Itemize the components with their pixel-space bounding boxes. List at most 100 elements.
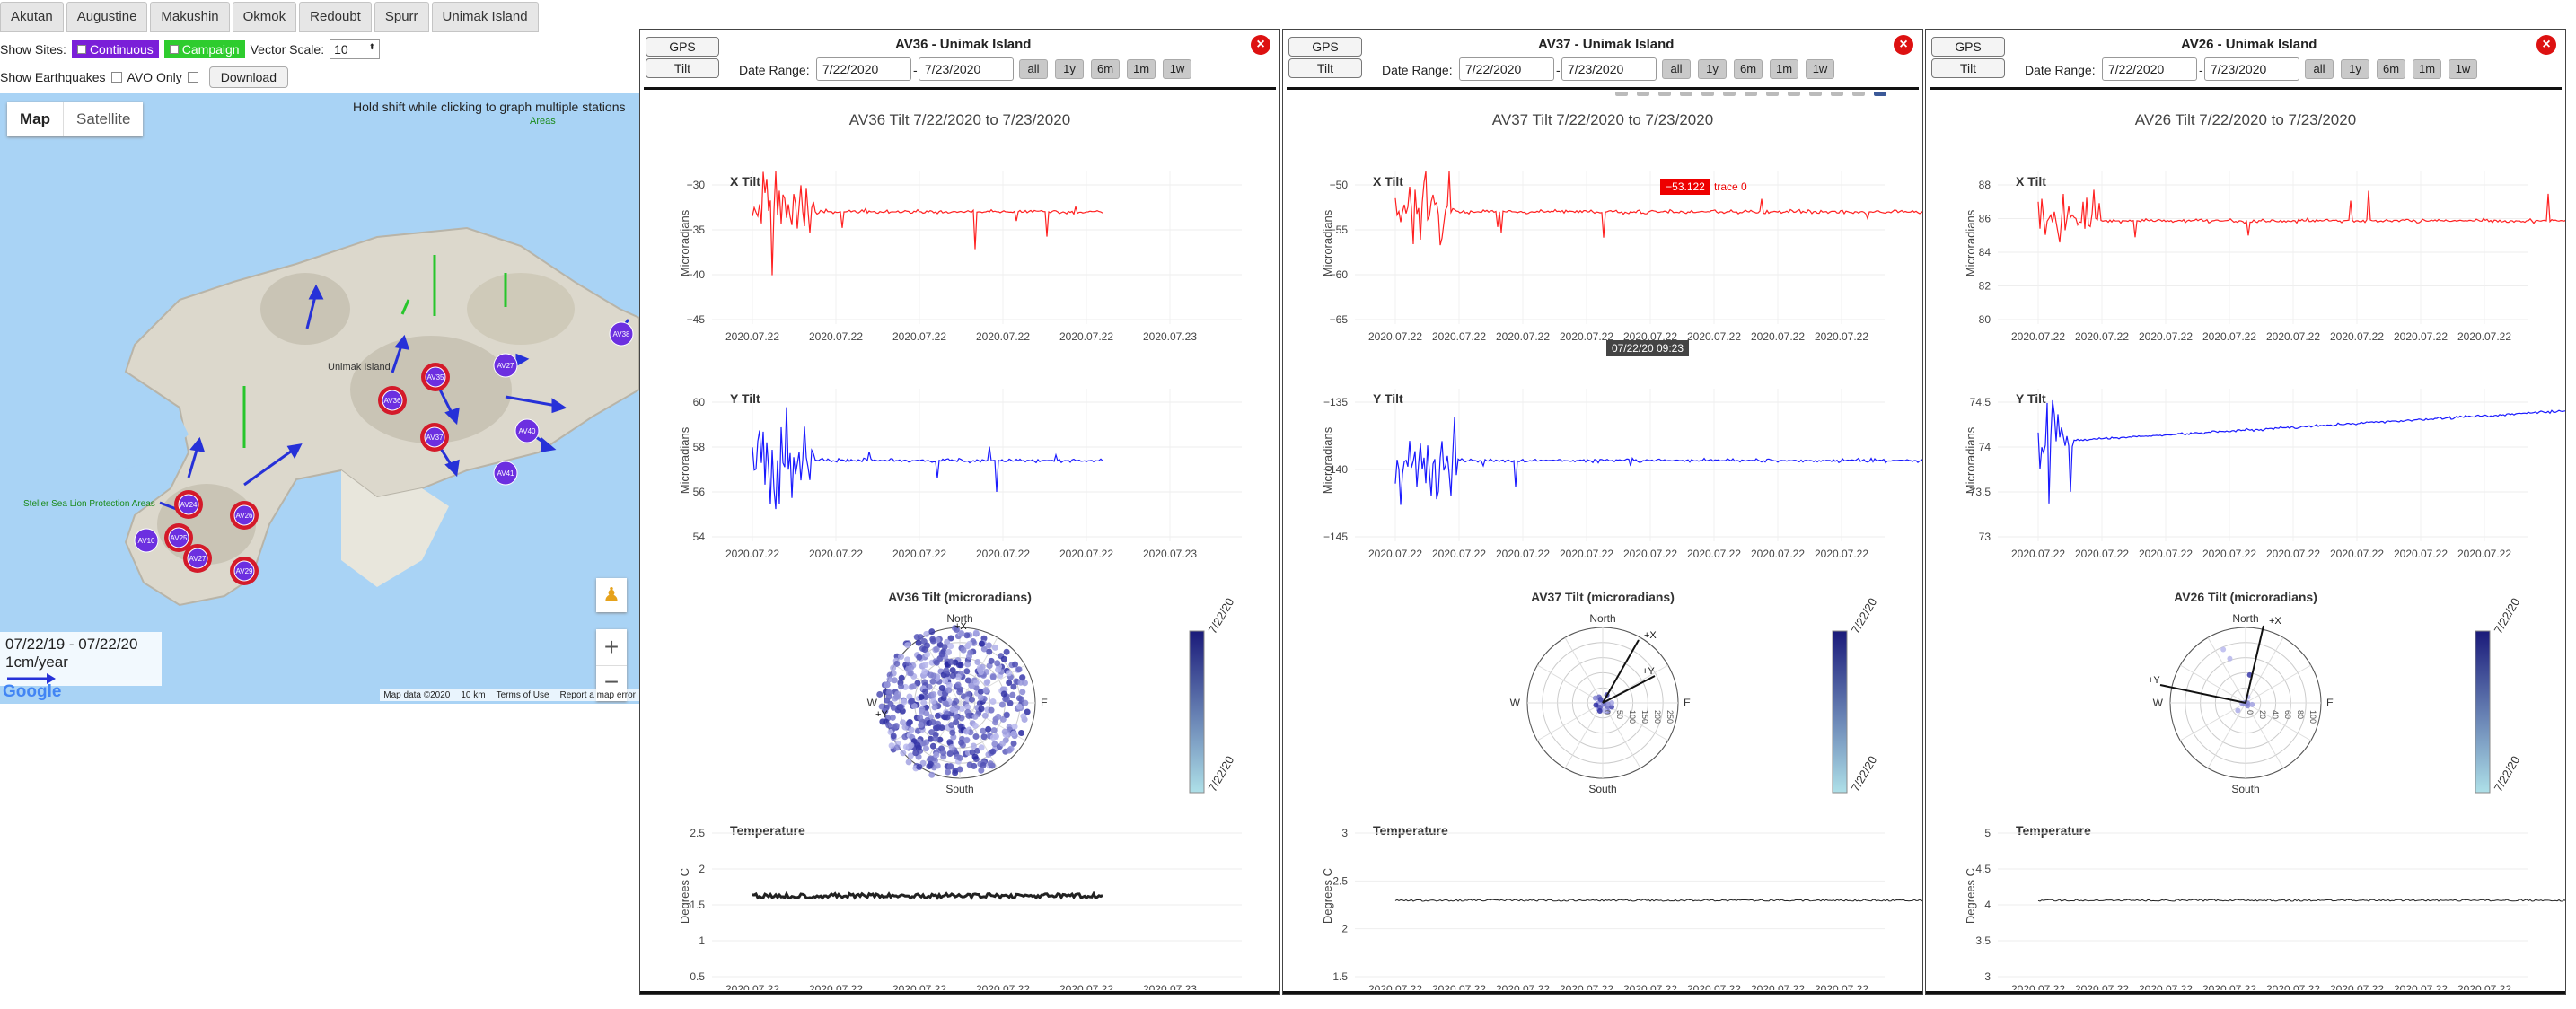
tilt-point[interactable] — [985, 642, 992, 649]
tilt-point[interactable] — [989, 673, 997, 680]
range-button-1m[interactable]: 1m — [1127, 59, 1156, 79]
tilt-button[interactable]: Tilt — [1288, 58, 1362, 78]
tilt-point[interactable] — [945, 648, 953, 655]
station-marker[interactable]: AV25 — [164, 523, 193, 552]
tilt-point[interactable] — [1017, 729, 1024, 736]
tilt-point[interactable] — [885, 689, 892, 696]
tilt-point[interactable] — [1015, 666, 1023, 673]
tilt-point[interactable] — [968, 696, 975, 703]
tab-akutan[interactable]: Akutan — [0, 2, 64, 32]
tilt-point[interactable] — [884, 681, 891, 689]
tilt-point[interactable] — [1003, 712, 1010, 719]
tilt-point[interactable] — [917, 714, 924, 721]
tilt-point[interactable] — [923, 630, 930, 637]
pan-icon[interactable] — [1658, 92, 1671, 96]
tilt-point[interactable] — [964, 661, 971, 668]
tilt-point[interactable] — [915, 639, 922, 646]
tilt-point[interactable] — [907, 752, 914, 759]
tilt-point[interactable] — [954, 681, 962, 689]
tilt-point[interactable] — [949, 729, 956, 736]
tilt-point[interactable] — [910, 702, 918, 709]
range-button-all[interactable]: all — [1019, 59, 1048, 79]
tilt-point[interactable] — [987, 760, 994, 768]
tilt-point[interactable] — [935, 724, 942, 731]
terms-link[interactable]: Terms of Use — [496, 690, 549, 700]
date-to-input[interactable]: 7/23/2020 — [2204, 57, 2299, 81]
zoom-out-button[interactable]: − — [596, 665, 627, 701]
tilt-point[interactable] — [929, 718, 936, 725]
range-button-1w[interactable]: 1w — [2449, 59, 2477, 79]
tab-unimak-island[interactable]: Unimak Island — [431, 2, 539, 32]
tilt-point[interactable] — [958, 715, 965, 722]
tilt-point[interactable] — [890, 733, 897, 740]
reset-icon[interactable] — [1788, 92, 1800, 96]
tilt-point[interactable] — [929, 678, 936, 685]
tilt-point[interactable] — [947, 658, 954, 665]
map-type-satellite[interactable]: Satellite — [63, 102, 143, 136]
tilt-point[interactable] — [898, 683, 905, 690]
tilt-point[interactable] — [971, 713, 979, 720]
tilt-point[interactable] — [913, 634, 920, 641]
tilt-point[interactable] — [930, 672, 937, 680]
tilt-point[interactable] — [923, 710, 930, 717]
tilt-point[interactable] — [888, 742, 895, 750]
x-tilt-trace[interactable] — [2037, 189, 2565, 243]
tilt-point[interactable] — [990, 727, 998, 734]
tilt-point[interactable] — [980, 635, 988, 642]
tilt-point[interactable] — [963, 728, 970, 735]
tilt-point[interactable] — [929, 637, 936, 645]
gps-button[interactable]: GPS — [1288, 37, 1362, 57]
range-button-1y[interactable]: 1y — [1055, 59, 1084, 79]
range-button-1m[interactable]: 1m — [2413, 59, 2441, 79]
tilt-point[interactable] — [944, 714, 951, 721]
tilt-point[interactable] — [889, 714, 896, 721]
tilt-point[interactable] — [2235, 707, 2241, 714]
tilt-point[interactable] — [931, 704, 938, 711]
tilt-point[interactable] — [901, 698, 908, 706]
tilt-point[interactable] — [1609, 704, 1615, 710]
range-button-1y[interactable]: 1y — [1698, 59, 1727, 79]
tilt-point[interactable] — [924, 651, 931, 658]
tilt-point[interactable] — [922, 745, 929, 752]
tilt-point[interactable] — [1017, 679, 1024, 686]
tilt-point[interactable] — [910, 683, 917, 690]
continuous-toggle[interactable]: Continuous — [71, 40, 159, 58]
tilt-point[interactable] — [948, 722, 955, 729]
hover-closest-icon[interactable] — [1831, 92, 1843, 96]
tilt-point[interactable] — [941, 644, 948, 651]
plotly-logo-icon[interactable] — [1874, 92, 1886, 96]
tilt-point[interactable] — [922, 688, 929, 695]
tilt-point[interactable] — [1593, 702, 1599, 708]
vector-scale-input[interactable]: 10 ⬍ — [330, 39, 381, 59]
tilt-point[interactable] — [1015, 695, 1023, 702]
download-button[interactable]: Download — [208, 66, 288, 88]
range-button-6m[interactable]: 6m — [2377, 59, 2405, 79]
tilt-point[interactable] — [919, 706, 926, 713]
tilt-point[interactable] — [904, 642, 911, 649]
tilt-point[interactable] — [998, 701, 1006, 708]
tilt-point[interactable] — [921, 646, 928, 654]
tilt-point[interactable] — [978, 640, 985, 647]
tilt-point[interactable] — [893, 744, 901, 751]
tilt-point[interactable] — [949, 672, 956, 680]
tilt-point[interactable] — [954, 673, 962, 680]
tilt-point[interactable] — [999, 715, 1007, 723]
tilt-point[interactable] — [958, 739, 965, 746]
tilt-point[interactable] — [1009, 691, 1016, 698]
station-marker[interactable]: AV36 — [378, 386, 407, 415]
tilt-point[interactable] — [978, 706, 985, 713]
tilt-point[interactable] — [927, 760, 934, 768]
tilt-point[interactable] — [991, 644, 998, 651]
tilt-point[interactable] — [966, 640, 973, 647]
tilt-point[interactable] — [938, 651, 945, 658]
range-button-all[interactable]: all — [1662, 59, 1691, 79]
station-marker[interactable]: AV41 — [493, 461, 518, 486]
tilt-point[interactable] — [933, 751, 940, 759]
tilt-point[interactable] — [963, 737, 971, 744]
tilt-point[interactable] — [908, 726, 915, 733]
range-button-all[interactable]: all — [2305, 59, 2334, 79]
tilt-point[interactable] — [966, 761, 973, 768]
tilt-point[interactable] — [978, 767, 985, 774]
tilt-point[interactable] — [1000, 655, 1007, 662]
tilt-point[interactable] — [972, 733, 980, 740]
